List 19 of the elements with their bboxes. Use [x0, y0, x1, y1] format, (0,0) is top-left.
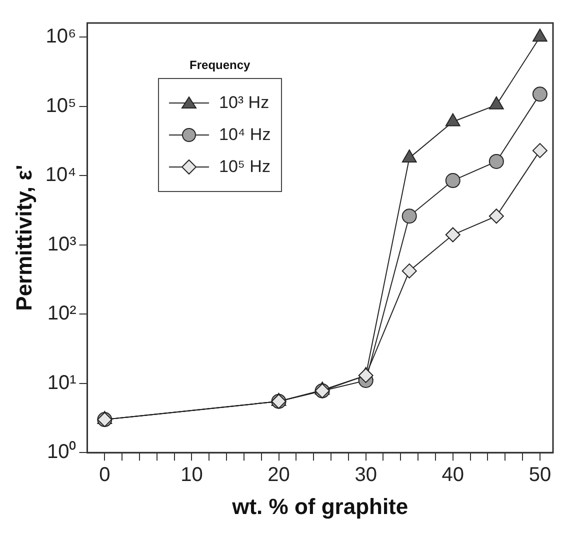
legend-label: 10⁵ Hz [219, 157, 270, 177]
legend-label: 10³ Hz [219, 93, 270, 113]
y-tick-label: 10⁶ [46, 26, 76, 48]
x-tick-label: 0 [99, 464, 110, 486]
y-tick-label: 10³ [47, 233, 77, 256]
x-tick-label: 20 [268, 464, 290, 486]
y-tick-label: 10¹ [47, 372, 77, 394]
y-tick-label: 10⁰ [46, 440, 76, 464]
x-tick-label: 40 [442, 464, 464, 486]
y-axis-title: Permittivity, ε' [11, 164, 36, 311]
legend-label: 10⁴ Hz [219, 125, 271, 145]
x-tick-label: 50 [528, 464, 552, 486]
x-tick-label: 10 [180, 464, 203, 486]
y-tick-label: 10² [47, 302, 77, 325]
y-tick-label: 10⁵ [46, 94, 76, 117]
x-tick-label: 30 [354, 464, 377, 486]
y-tick-label: 10⁴ [45, 164, 76, 186]
legend-title: Frequency [188, 58, 252, 72]
x-axis-title: wt. % of graphite [231, 494, 408, 519]
